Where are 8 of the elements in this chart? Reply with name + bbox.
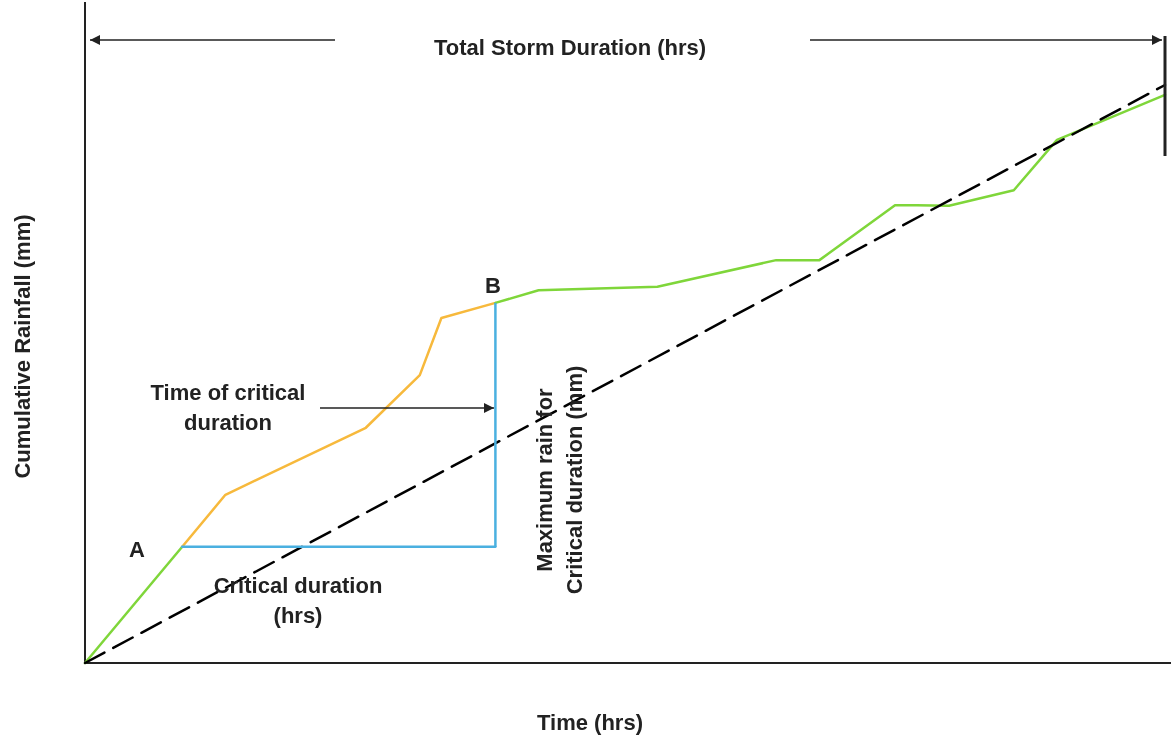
annotation: Time of critical duration [150, 380, 306, 435]
text: Total Storm Duration (hrs) [433, 35, 707, 60]
x-axis-title: Time (hrs) [537, 710, 643, 735]
annotation: B [485, 273, 501, 298]
annotation: Maximum rain for Critical duration (mm) [532, 365, 587, 595]
annotation: Critical duration (hrs) [213, 573, 383, 628]
y-axis-title: Cumulative Rainfall (mm) [10, 214, 35, 479]
annotation: A [129, 537, 146, 562]
